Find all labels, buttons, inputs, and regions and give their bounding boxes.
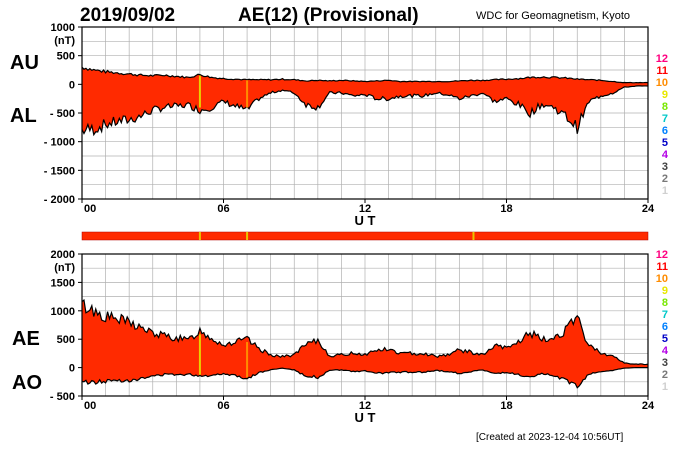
- lower-series-ao-line: [81, 367, 648, 389]
- created-timestamp: [Created at 2023-12-04 10:56UT]: [476, 432, 624, 443]
- lower-band-fill: [82, 300, 648, 388]
- station-status-mark: [472, 232, 475, 240]
- upper-y-tick-label: 500: [57, 51, 75, 63]
- au-label: AU: [10, 52, 39, 74]
- lower-series-ae-line: [81, 299, 649, 366]
- upper-y-tick-label: - 1500: [44, 165, 75, 177]
- lower-x-tick-label: 00: [84, 400, 96, 412]
- upper-x-tick-label: 18: [500, 203, 512, 215]
- upper-x-axis-title: U T: [355, 213, 376, 228]
- lower-x-tick-label: 18: [500, 400, 512, 412]
- upper-legend-station-8: 8: [662, 101, 668, 113]
- lower-legend-station-4: 4: [662, 345, 669, 357]
- ae-label: AE: [12, 328, 40, 350]
- upper-y-tick-label: - 2000: [44, 194, 75, 206]
- upper-legend-station-3: 3: [662, 161, 668, 173]
- lower-unit-label: (nT): [54, 262, 75, 274]
- lower-legend-station-1: 1: [662, 381, 668, 393]
- upper-y-tick-label: 1000: [51, 22, 75, 34]
- upper-series-al-line: [81, 85, 649, 137]
- station-status-strip: [81, 231, 649, 241]
- upper-x-tick-label: 00: [84, 203, 96, 215]
- lower-y-tick-label: 2000: [51, 249, 75, 261]
- upper-legend-station-11: 11: [656, 65, 668, 77]
- lower-legend-station-9: 9: [662, 285, 668, 297]
- lower-legend-station-12: 12: [656, 249, 668, 261]
- lower-legend-station-5: 5: [662, 333, 668, 345]
- lower-panel: [78, 253, 649, 400]
- lower-y-tick-label: 0: [69, 363, 75, 375]
- lower-y-tick-label: 500: [57, 334, 75, 346]
- upper-band-fill: [82, 67, 648, 135]
- lower-legend-station-2: 2: [662, 369, 668, 381]
- ao-label: AO: [12, 372, 42, 394]
- upper-panel: [78, 26, 649, 203]
- upper-legend-station-12: 12: [656, 53, 668, 65]
- upper-legend-station-5: 5: [662, 137, 668, 149]
- lower-legend-station-6: 6: [662, 321, 668, 333]
- lower-legend-station-8: 8: [662, 297, 668, 309]
- upper-y-tick-label: - 1000: [44, 137, 75, 149]
- lower-y-tick-label: 1000: [51, 306, 75, 318]
- date-title: 2019/09/02: [80, 5, 176, 26]
- station-status-mark: [246, 232, 249, 240]
- index-title: AE(12) (Provisional): [238, 5, 419, 26]
- lower-y-tick-label: - 500: [50, 391, 75, 403]
- upper-legend-station-2: 2: [662, 173, 668, 185]
- upper-x-tick-label: 12: [359, 203, 371, 215]
- upper-legend-station-1: 1: [662, 185, 668, 197]
- lower-x-axis-title: U T: [355, 410, 376, 425]
- upper-legend-station-6: 6: [662, 125, 668, 137]
- station-status-mark: [198, 232, 201, 240]
- upper-x-tick-label: 06: [217, 203, 229, 215]
- upper-legend-station-9: 9: [662, 89, 668, 101]
- lower-x-tick-label: 06: [217, 400, 229, 412]
- upper-y-tick-label: - 500: [50, 108, 75, 120]
- lower-legend-station-3: 3: [662, 357, 668, 369]
- lower-y-tick-label: 1500: [51, 277, 75, 289]
- upper-x-tick-label: 24: [642, 203, 655, 215]
- upper-series-au-line: [81, 66, 649, 84]
- lower-legend-station-10: 10: [656, 273, 668, 285]
- al-label: AL: [10, 105, 37, 127]
- lower-legend-station-11: 11: [656, 261, 668, 273]
- lower-x-tick-label: 12: [359, 400, 371, 412]
- lower-legend-station-7: 7: [662, 309, 668, 321]
- upper-legend-station-7: 7: [662, 113, 668, 125]
- lower-x-tick-label: 24: [642, 400, 655, 412]
- organization-label: WDC for Geomagnetism, Kyoto: [476, 10, 631, 22]
- upper-y-tick-label: 0: [69, 79, 75, 91]
- upper-legend-station-4: 4: [662, 149, 669, 161]
- upper-legend-station-10: 10: [656, 77, 668, 89]
- upper-unit-label: (nT): [54, 35, 75, 47]
